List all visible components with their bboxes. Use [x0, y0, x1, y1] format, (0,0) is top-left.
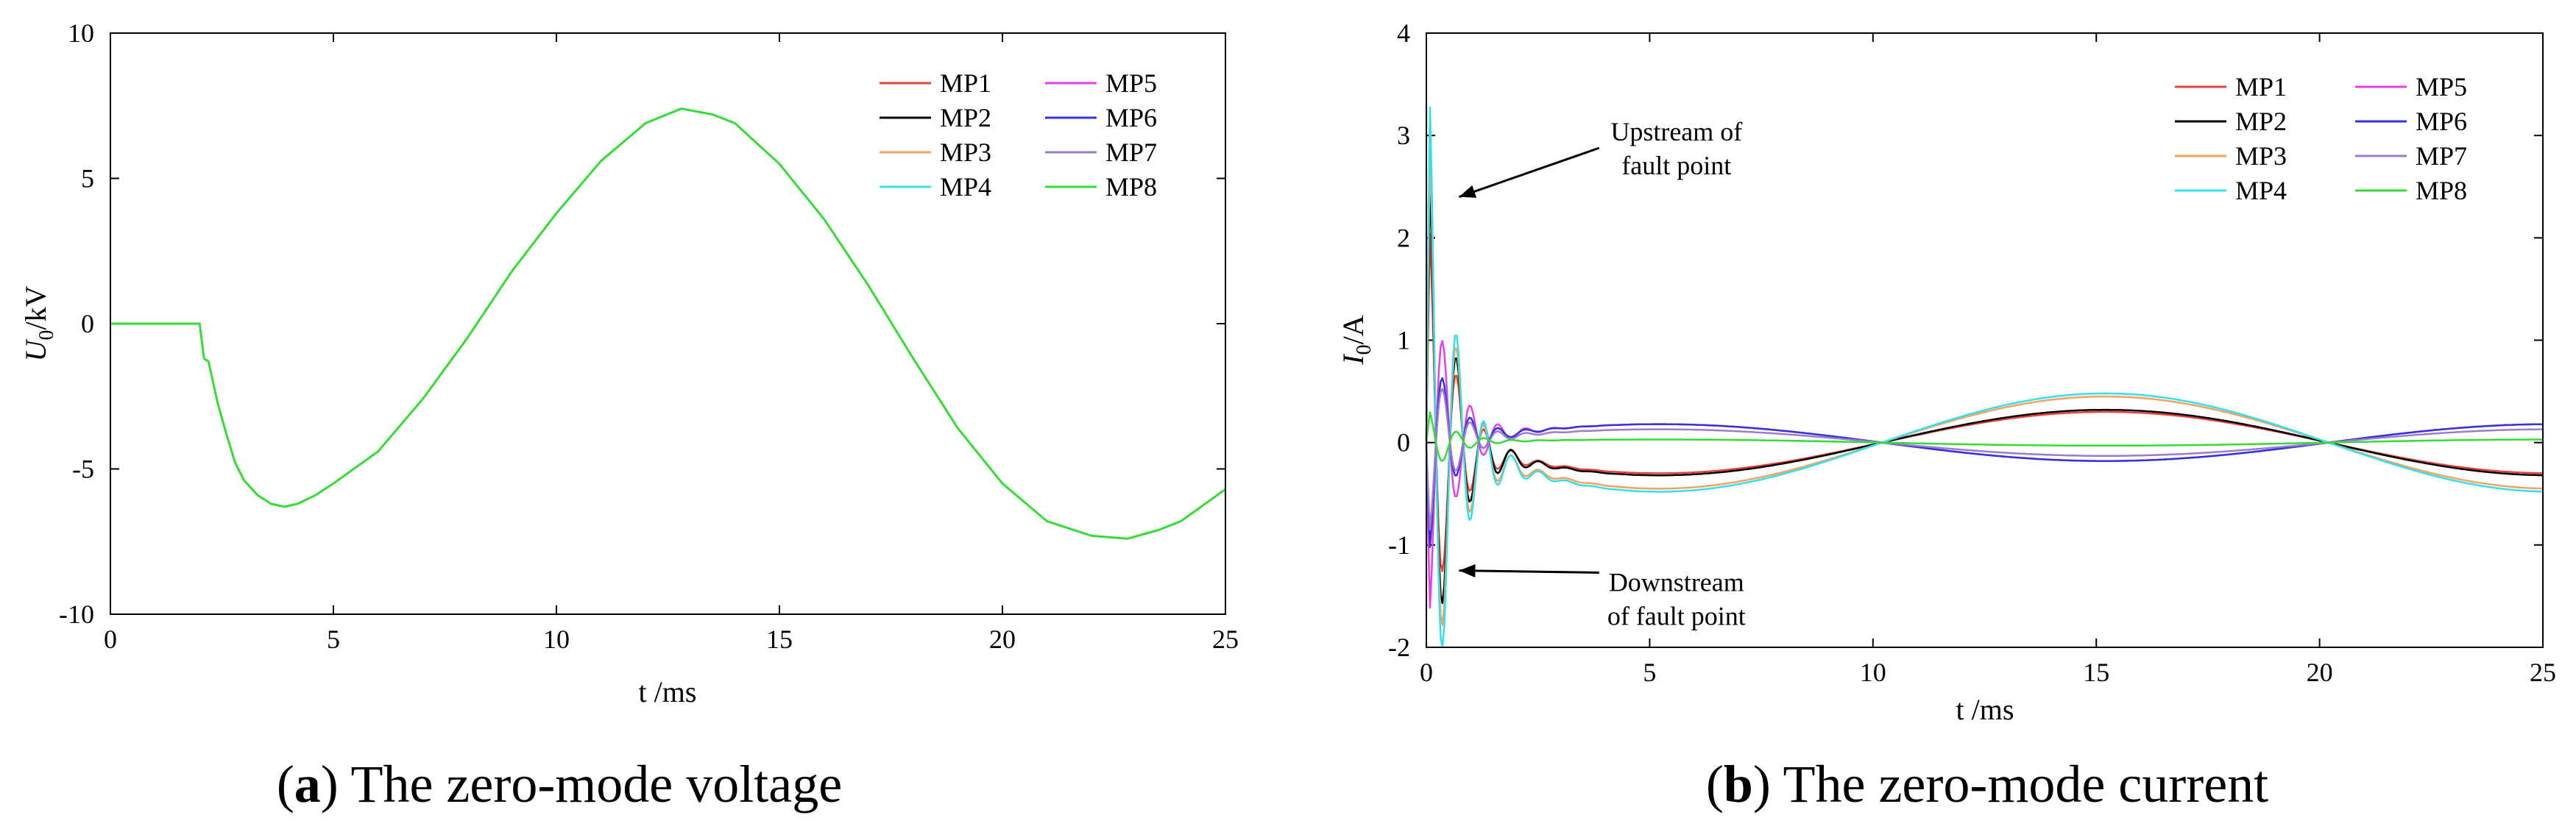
y-tick-label: -1	[1388, 530, 1410, 560]
x-tick-label: 20	[989, 625, 1016, 654]
legend-item-mp3: MP3	[2175, 141, 2287, 171]
x-tick-label: 5	[327, 625, 340, 654]
y-tick-label: -5	[72, 455, 94, 484]
x-tick-label: 5	[1643, 658, 1656, 687]
series-line-mp6	[1425, 377, 2543, 549]
series-line-mp3	[1425, 145, 2544, 626]
y-tick-label: 2	[1397, 223, 1410, 252]
series-line-mp4	[1425, 106, 2543, 649]
y-tick-label: 10	[68, 18, 94, 48]
x-tick-label: 20	[2307, 658, 2333, 687]
series-line-mp2	[1425, 180, 2543, 605]
legend-item-mp1: MP1	[2175, 72, 2287, 102]
annotation-text: Downstream	[1609, 567, 1744, 597]
annotation-arrowhead	[1459, 563, 1476, 577]
legend-label: MP5	[2416, 72, 2467, 102]
series-line-mp5	[1425, 340, 2543, 609]
x-tick-label: 10	[1860, 658, 1886, 687]
legend-item-mp1: MP1	[880, 68, 991, 98]
annotation-text: of fault point	[1607, 601, 1746, 630]
legend-item-mp5: MP5	[2355, 72, 2467, 102]
legend-label: MP7	[1105, 138, 1157, 167]
legend-item-mp2: MP2	[880, 103, 991, 132]
x-tick-label: 25	[2530, 658, 2556, 687]
x-tick-label: 0	[104, 625, 117, 654]
annotation-downstream: Downstream of fault point	[1459, 563, 1746, 630]
legend-item-mp7: MP7	[2355, 141, 2467, 171]
legend-label: MP4	[940, 172, 991, 202]
y-axis-label: U0/kV	[19, 285, 58, 361]
legend-label: MP6	[2416, 107, 2467, 136]
annotation-text: Upstream of	[1610, 117, 1742, 146]
annotation-text: fault point	[1621, 151, 1731, 180]
x-tick-label: 10	[543, 625, 570, 654]
plot-area-frame	[1426, 32, 2544, 648]
y-tick-label: 4	[1397, 18, 1410, 48]
y-tick-label: 1	[1397, 326, 1410, 355]
legend-item-mp8: MP8	[1045, 172, 1157, 202]
y-tick-label: 3	[1397, 121, 1410, 150]
legend-label: MP4	[2235, 176, 2287, 205]
x-tick-label: 15	[2083, 658, 2109, 687]
x-axis-label: t /ms	[1956, 693, 2014, 726]
annotation-arrowhead	[1459, 185, 1477, 198]
legend-item-mp3: MP3	[880, 138, 991, 167]
legend-item-mp6: MP6	[1045, 103, 1157, 132]
plot-area-frame	[110, 32, 1226, 615]
legend-label: MP5	[1105, 68, 1157, 98]
y-tick-label: 0	[1397, 428, 1410, 458]
legend-item-mp4: MP4	[880, 172, 991, 202]
legend-item-mp5: MP5	[1045, 68, 1157, 98]
y-tick-label: -2	[1388, 633, 1410, 662]
legend-label: MP2	[940, 103, 991, 132]
legend-label: MP7	[2416, 141, 2467, 171]
x-tick-label: 15	[766, 625, 793, 654]
legend: MP1 MP2 MP3 MP4 MP5 MP6 MP7 MP8	[2175, 72, 2467, 205]
y-axis-label: I0/A	[1337, 315, 1376, 365]
series-line-mp1	[1425, 232, 2543, 572]
y-tick-label: 0	[81, 309, 94, 338]
legend-label: MP3	[2235, 141, 2287, 171]
legend-label: MP8	[2416, 176, 2467, 205]
y-tick-label: -10	[59, 599, 94, 629]
x-tick-label: 25	[1212, 625, 1239, 654]
legend-item-mp4: MP4	[2175, 176, 2287, 205]
legend-label: MP8	[1105, 172, 1157, 202]
legend-item-mp6: MP6	[2355, 107, 2467, 136]
legend-label: MP1	[940, 68, 991, 98]
legend-label: MP2	[2235, 107, 2287, 136]
legend-item-mp7: MP7	[1045, 138, 1157, 167]
series-line-mp8	[1425, 411, 2543, 462]
legend-label: MP6	[1105, 103, 1157, 132]
series-line-mp7	[1425, 388, 2543, 531]
legend-label: MP1	[2235, 72, 2287, 102]
annotation-arrow	[1459, 569, 1599, 574]
legend-item-mp8: MP8	[2355, 176, 2467, 205]
legend-label: MP3	[940, 138, 991, 167]
x-axis-label: t /ms	[639, 675, 697, 708]
legend: MP1 MP2 MP3 MP4 MP5 MP6 MP7 MP8	[880, 68, 1157, 202]
legend-item-mp2: MP2	[2175, 107, 2287, 136]
caption-b: (b) The zero-mode current	[1706, 755, 2268, 814]
annotation-arrow	[1458, 146, 1600, 199]
x-tick-label: 0	[1420, 658, 1433, 687]
annotation-upstream: Upstream of fault point	[1458, 117, 1742, 199]
series-line-mp8	[110, 107, 1226, 540]
caption-a: (a) The zero-mode voltage	[277, 755, 842, 814]
y-tick-label: 5	[81, 164, 94, 193]
